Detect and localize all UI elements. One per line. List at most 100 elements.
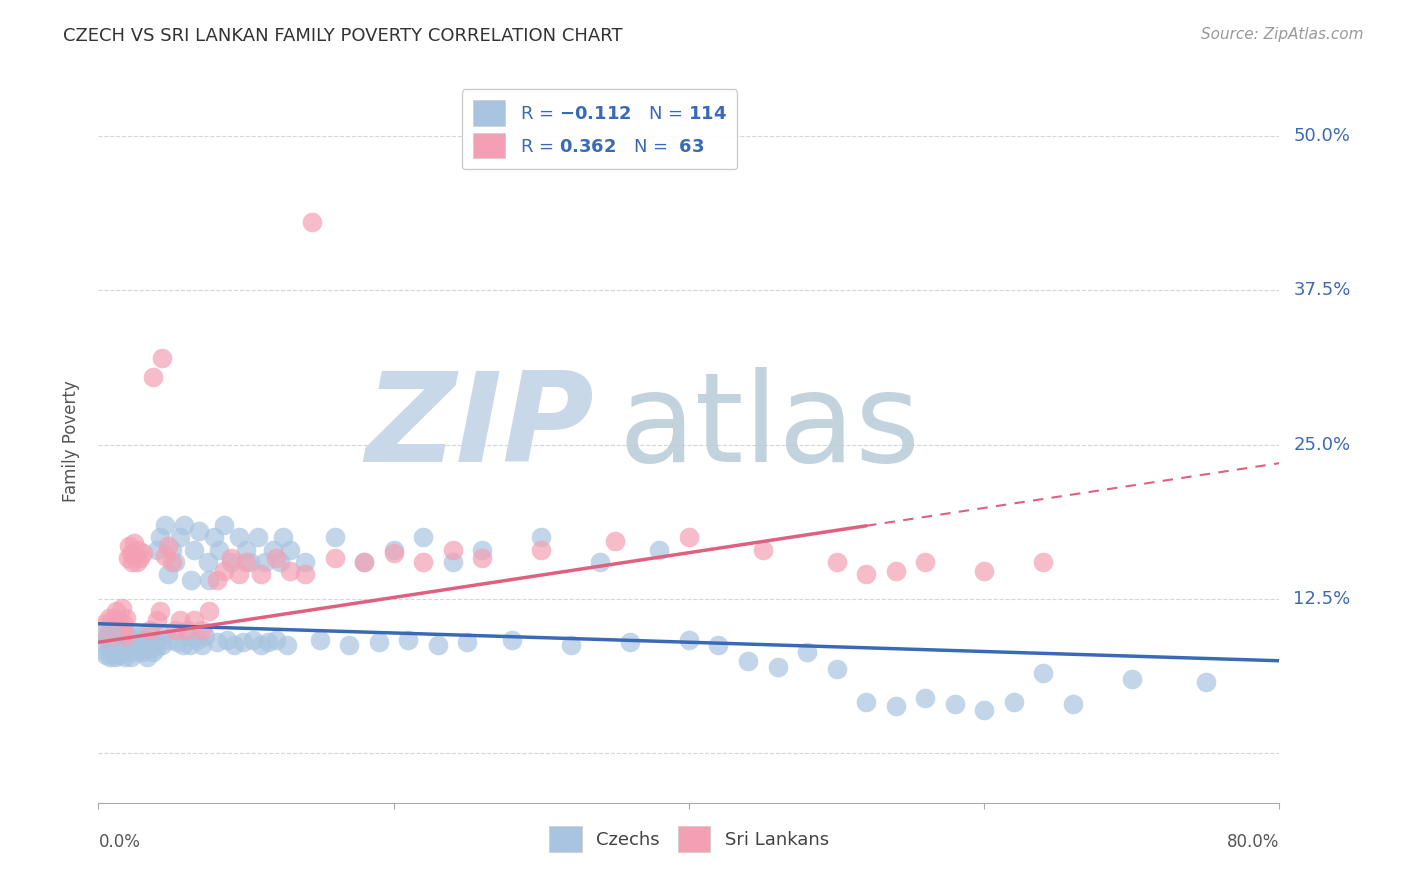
Point — [97, 641, 120, 656]
Point — [197, 555, 219, 569]
Point — [560, 638, 582, 652]
Point — [127, 542, 149, 557]
Point — [294, 555, 316, 569]
Point — [353, 555, 375, 569]
Point — [139, 641, 162, 656]
Point — [250, 638, 273, 652]
Point — [269, 555, 291, 569]
Point — [1195, 674, 1218, 689]
Point — [254, 555, 277, 569]
Point — [91, 632, 114, 647]
Point — [112, 635, 135, 649]
Point — [134, 641, 156, 656]
Point — [115, 610, 138, 624]
Text: 0.0%: 0.0% — [98, 833, 141, 851]
Text: CZECH VS SRI LANKAN FAMILY POVERTY CORRELATION CHART: CZECH VS SRI LANKAN FAMILY POVERTY CORRE… — [63, 27, 623, 45]
Point — [156, 539, 179, 553]
Point — [323, 551, 346, 566]
Text: atlas: atlas — [619, 367, 920, 488]
Point — [141, 638, 163, 652]
Point — [264, 551, 287, 566]
Point — [143, 635, 166, 649]
Point — [122, 632, 145, 647]
Point — [221, 555, 243, 569]
Point — [139, 623, 162, 637]
Point — [100, 638, 122, 652]
Point — [191, 623, 214, 637]
Point — [353, 555, 375, 569]
Text: 12.5%: 12.5% — [1294, 590, 1351, 608]
Point — [150, 351, 173, 366]
Y-axis label: Family Poverty: Family Poverty — [62, 381, 80, 502]
Point — [796, 645, 818, 659]
Point — [280, 564, 302, 578]
Point — [105, 604, 128, 618]
Point — [153, 549, 176, 563]
Point — [107, 625, 129, 640]
Point — [198, 574, 221, 588]
Point — [884, 699, 907, 714]
Point — [471, 542, 494, 557]
Point — [110, 623, 132, 637]
Point — [398, 632, 420, 647]
Point — [1121, 673, 1143, 687]
Point — [855, 694, 877, 708]
Point — [124, 549, 146, 563]
Point — [205, 635, 228, 649]
Point — [589, 555, 612, 569]
Point — [142, 645, 165, 659]
Point — [246, 530, 269, 544]
Point — [884, 564, 907, 578]
Point — [125, 645, 148, 659]
Point — [427, 638, 450, 652]
Point — [914, 690, 936, 705]
Point — [105, 641, 128, 656]
Point — [120, 650, 142, 665]
Point — [169, 613, 191, 627]
Point — [114, 650, 136, 665]
Point — [212, 517, 235, 532]
Point — [117, 638, 139, 652]
Point — [224, 638, 246, 652]
Point — [648, 542, 671, 557]
Point — [242, 632, 264, 647]
Point — [530, 542, 553, 557]
Text: 80.0%: 80.0% — [1227, 833, 1279, 851]
Point — [471, 551, 494, 566]
Point — [855, 567, 877, 582]
Point — [120, 635, 142, 649]
Point — [752, 542, 775, 557]
Point — [93, 616, 115, 631]
Point — [1062, 697, 1084, 711]
Point — [96, 629, 118, 643]
Point — [973, 564, 995, 578]
Point — [619, 635, 641, 649]
Point — [117, 551, 139, 566]
Point — [280, 542, 302, 557]
Point — [98, 623, 121, 637]
Point — [194, 629, 217, 643]
Point — [441, 542, 464, 557]
Point — [264, 632, 287, 647]
Point — [135, 635, 157, 649]
Point — [128, 551, 150, 566]
Point — [118, 645, 141, 659]
Point — [132, 546, 155, 560]
Point — [737, 654, 759, 668]
Text: 37.5%: 37.5% — [1294, 281, 1351, 299]
Point — [205, 574, 228, 588]
Point — [129, 638, 152, 652]
Point — [156, 567, 179, 582]
Point — [114, 632, 136, 647]
Point — [152, 629, 174, 643]
Point — [169, 530, 191, 544]
Point — [232, 635, 254, 649]
Point — [172, 638, 194, 652]
Point — [678, 632, 700, 647]
Point — [108, 641, 131, 656]
Point — [96, 629, 118, 643]
Point — [239, 555, 262, 569]
Point — [271, 530, 294, 544]
Point — [121, 641, 143, 656]
Point — [530, 530, 553, 544]
